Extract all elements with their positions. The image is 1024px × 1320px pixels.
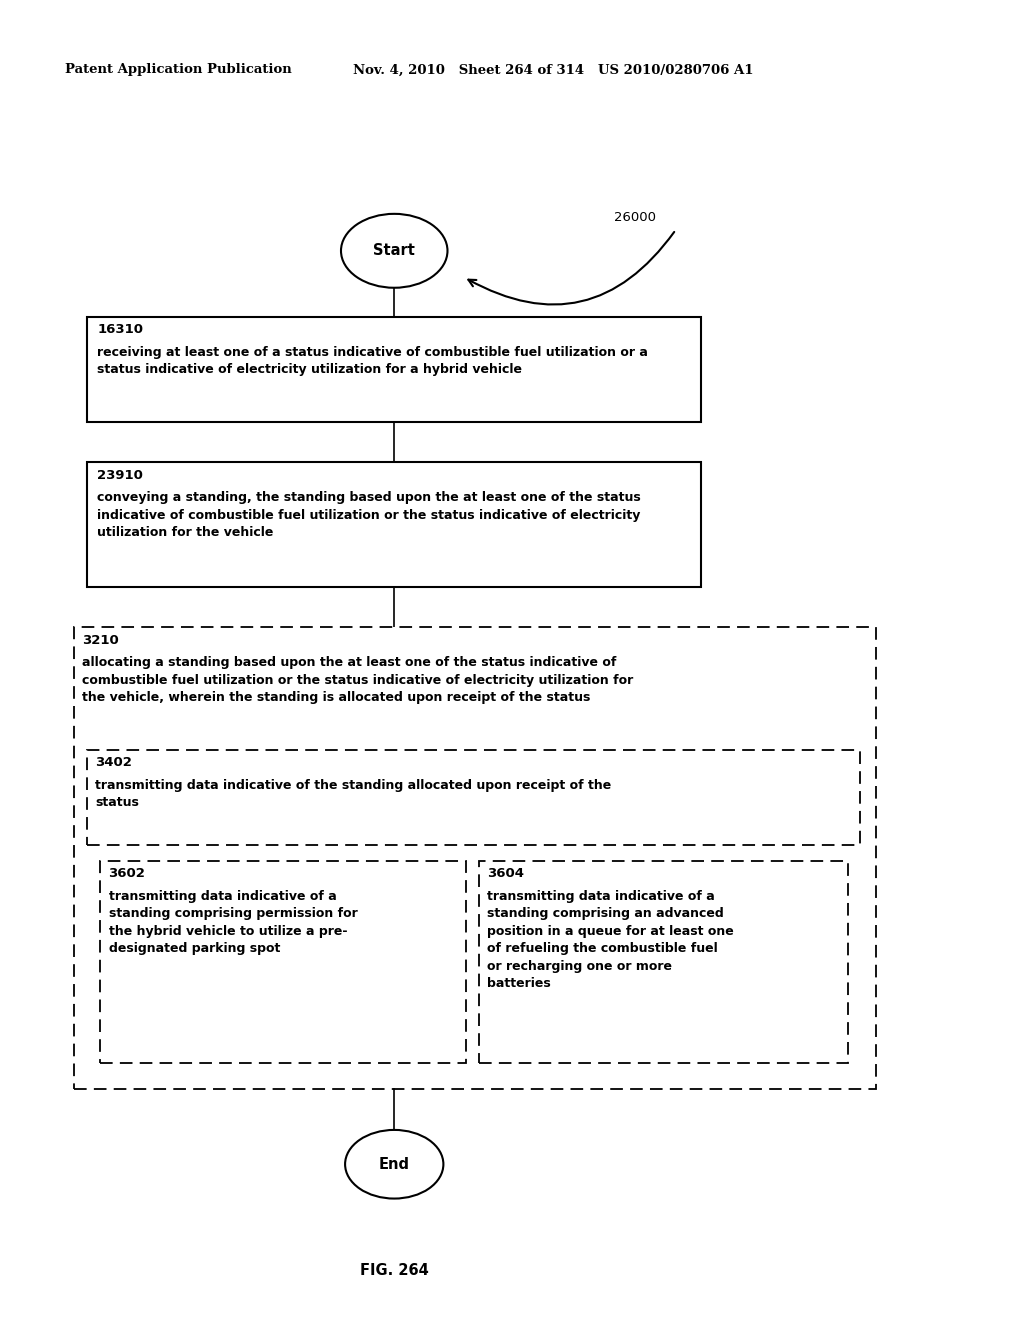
Text: End: End [379, 1156, 410, 1172]
Ellipse shape [341, 214, 447, 288]
Text: FIG. 264: FIG. 264 [359, 1263, 429, 1278]
Text: Nov. 4, 2010   Sheet 264 of 314   US 2010/0280706 A1: Nov. 4, 2010 Sheet 264 of 314 US 2010/02… [353, 63, 754, 77]
Ellipse shape [345, 1130, 443, 1199]
Text: 3402: 3402 [95, 756, 132, 770]
Bar [479, 861, 848, 1063]
Bar [100, 861, 466, 1063]
Text: receiving at least one of a status indicative of combustible fuel utilization or: receiving at least one of a status indic… [97, 346, 648, 376]
Text: conveying a standing, the standing based upon the at least one of the status
ind: conveying a standing, the standing based… [97, 491, 641, 539]
FancyArrowPatch shape [468, 232, 674, 305]
Bar [87, 317, 701, 422]
Text: Start: Start [374, 243, 415, 259]
Text: transmitting data indicative of the standing allocated upon receipt of the
statu: transmitting data indicative of the stan… [95, 779, 611, 809]
Text: Patent Application Publication: Patent Application Publication [65, 63, 291, 77]
Text: 23910: 23910 [97, 469, 143, 482]
Bar [87, 462, 701, 587]
Text: transmitting data indicative of a
standing comprising permission for
the hybrid : transmitting data indicative of a standi… [109, 890, 357, 956]
Text: 16310: 16310 [97, 323, 143, 337]
Text: 3210: 3210 [82, 634, 119, 647]
Bar [87, 750, 860, 845]
Text: 3602: 3602 [109, 867, 145, 880]
Bar [74, 627, 876, 1089]
Text: 26000: 26000 [614, 211, 656, 224]
Text: 3604: 3604 [487, 867, 524, 880]
Text: allocating a standing based upon the at least one of the status indicative of
co: allocating a standing based upon the at … [82, 656, 633, 704]
Text: transmitting data indicative of a
standing comprising an advanced
position in a : transmitting data indicative of a standi… [487, 890, 734, 990]
